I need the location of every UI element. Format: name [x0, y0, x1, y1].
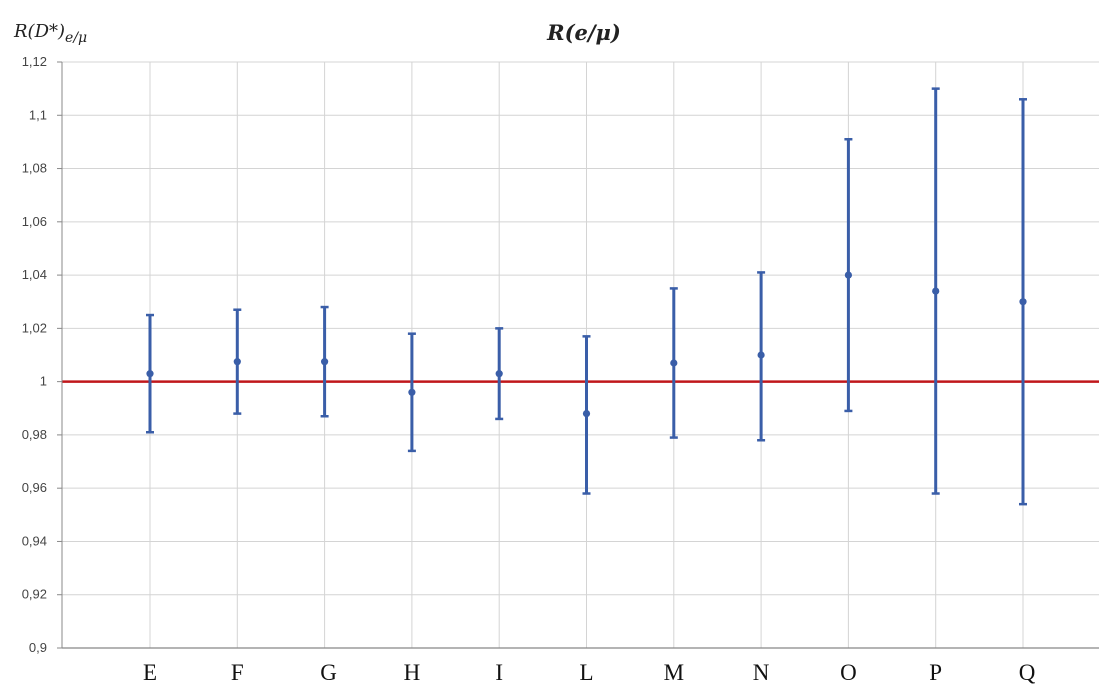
x-tick-label: E	[143, 660, 157, 685]
data-point	[146, 370, 154, 378]
data-point	[670, 359, 678, 367]
y-axis-label-subscript: e/μ	[65, 30, 87, 46]
chart-title: R(e/μ)	[546, 20, 621, 45]
data-point	[233, 358, 241, 366]
y-tick-label: 1,06	[22, 214, 47, 229]
data-point	[408, 388, 416, 396]
y-tick-label: 0,92	[22, 587, 47, 602]
x-tick-label: Q	[1019, 660, 1036, 685]
y-axis-label: R(D*)e/μ	[13, 21, 87, 46]
x-tick-label: H	[404, 660, 421, 685]
y-tick-label: 1,12	[22, 54, 47, 69]
data-point	[582, 410, 591, 418]
x-tick-label: P	[929, 660, 942, 685]
data-marks	[146, 87, 1027, 506]
y-axis: 0,9 0,92 0,94 0,96 0,98 1 1,02 1,04 1,06 1,08 1,1 1…	[22, 54, 63, 655]
data-point	[844, 271, 853, 279]
x-tick-label: M	[664, 660, 684, 685]
grid	[62, 61, 1099, 648]
data-point	[757, 351, 765, 359]
data-point	[495, 370, 503, 378]
x-tick-label: N	[753, 660, 770, 685]
x-tick-label: O	[840, 660, 857, 685]
y-tick-label: 1,08	[22, 161, 47, 176]
y-tick-label: 1,1	[29, 107, 47, 122]
y-tick-label: 0,9	[29, 640, 47, 655]
y-tick-label: 0,98	[22, 427, 47, 442]
x-tick-label: F	[231, 660, 244, 685]
y-tick-label: 1,04	[22, 267, 47, 282]
x-tick-label: G	[320, 660, 337, 685]
y-axis-label-main: R(D*)	[13, 21, 65, 42]
y-tick-label: 1	[40, 374, 47, 389]
y-tick-label: 0,96	[22, 480, 47, 495]
x-tick-label: L	[579, 660, 593, 685]
data-point	[1019, 298, 1027, 306]
y-tick-label: 1,02	[22, 320, 47, 335]
data-point	[932, 287, 940, 295]
y-tick-label: 0,94	[22, 533, 47, 548]
data-point	[321, 358, 329, 366]
x-tick-label: I	[495, 660, 503, 685]
